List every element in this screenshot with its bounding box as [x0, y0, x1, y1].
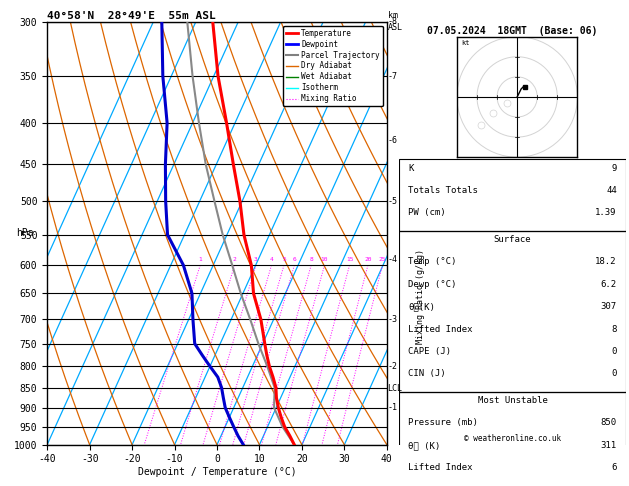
Text: θᴇ(K): θᴇ(K) [408, 302, 435, 311]
Text: -2: -2 [387, 362, 398, 371]
Text: kt: kt [461, 40, 469, 46]
Text: 07.05.2024  18GMT  (Base: 06): 07.05.2024 18GMT (Base: 06) [428, 26, 598, 36]
Text: -4: -4 [387, 255, 398, 264]
Text: -8: -8 [387, 17, 398, 26]
Text: -5: -5 [387, 197, 398, 206]
Text: -7: -7 [387, 71, 398, 81]
Text: 0: 0 [611, 347, 617, 356]
Text: 0: 0 [611, 369, 617, 379]
Text: 44: 44 [606, 186, 617, 195]
Text: 6: 6 [292, 257, 296, 262]
Text: 6.2: 6.2 [601, 280, 617, 289]
Text: θᴇ (K): θᴇ (K) [408, 441, 441, 450]
Text: 3: 3 [254, 257, 258, 262]
Text: -3: -3 [387, 315, 398, 324]
Text: Mixing Ratio (g/kg): Mixing Ratio (g/kg) [416, 249, 425, 344]
Text: PW (cm): PW (cm) [408, 208, 446, 217]
Text: 2: 2 [233, 257, 237, 262]
Text: CIN (J): CIN (J) [408, 369, 446, 379]
Bar [399, 392, 626, 486]
Bar [399, 159, 626, 231]
Text: 850: 850 [601, 418, 617, 428]
Text: 15: 15 [346, 257, 353, 262]
Text: 9: 9 [611, 163, 617, 173]
Text: 20: 20 [364, 257, 372, 262]
Text: 1: 1 [198, 257, 202, 262]
Text: km: km [387, 11, 398, 20]
Text: 6: 6 [611, 463, 617, 472]
X-axis label: Dewpoint / Temperature (°C): Dewpoint / Temperature (°C) [138, 467, 296, 477]
Text: 18.2: 18.2 [595, 258, 617, 266]
Text: K: K [408, 163, 414, 173]
Text: Surface: Surface [494, 235, 532, 244]
Text: 311: 311 [601, 441, 617, 450]
Text: Pressure (mb): Pressure (mb) [408, 418, 478, 428]
Text: 8: 8 [309, 257, 313, 262]
Text: CAPE (J): CAPE (J) [408, 347, 452, 356]
Text: 8: 8 [611, 325, 617, 333]
Text: 1.39: 1.39 [595, 208, 617, 217]
Text: 25: 25 [379, 257, 386, 262]
Text: Temp (°C): Temp (°C) [408, 258, 457, 266]
Text: 307: 307 [601, 302, 617, 311]
Bar [399, 231, 626, 392]
Text: Lifted Index: Lifted Index [408, 463, 473, 472]
Text: ASL: ASL [387, 23, 403, 32]
Text: hPa: hPa [16, 228, 34, 238]
Text: 4: 4 [270, 257, 274, 262]
Text: Dewp (°C): Dewp (°C) [408, 280, 457, 289]
Text: Totals Totals: Totals Totals [408, 186, 478, 195]
Text: LCL: LCL [387, 384, 403, 393]
Legend: Temperature, Dewpoint, Parcel Trajectory, Dry Adiabat, Wet Adiabat, Isotherm, Mi: Temperature, Dewpoint, Parcel Trajectory… [283, 26, 383, 106]
Text: 5: 5 [282, 257, 286, 262]
Text: 10: 10 [321, 257, 328, 262]
Text: 40°58'N  28°49'E  55m ASL: 40°58'N 28°49'E 55m ASL [47, 11, 216, 21]
Text: © weatheronline.co.uk: © weatheronline.co.uk [464, 434, 561, 443]
Text: -6: -6 [387, 136, 398, 144]
Text: Most Unstable: Most Unstable [477, 396, 548, 405]
Text: Lifted Index: Lifted Index [408, 325, 473, 333]
Text: -1: -1 [387, 403, 398, 412]
